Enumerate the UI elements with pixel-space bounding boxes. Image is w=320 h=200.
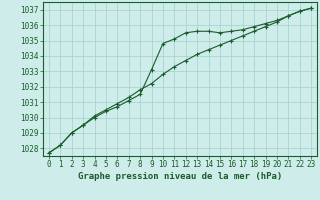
X-axis label: Graphe pression niveau de la mer (hPa): Graphe pression niveau de la mer (hPa) xyxy=(78,172,282,181)
